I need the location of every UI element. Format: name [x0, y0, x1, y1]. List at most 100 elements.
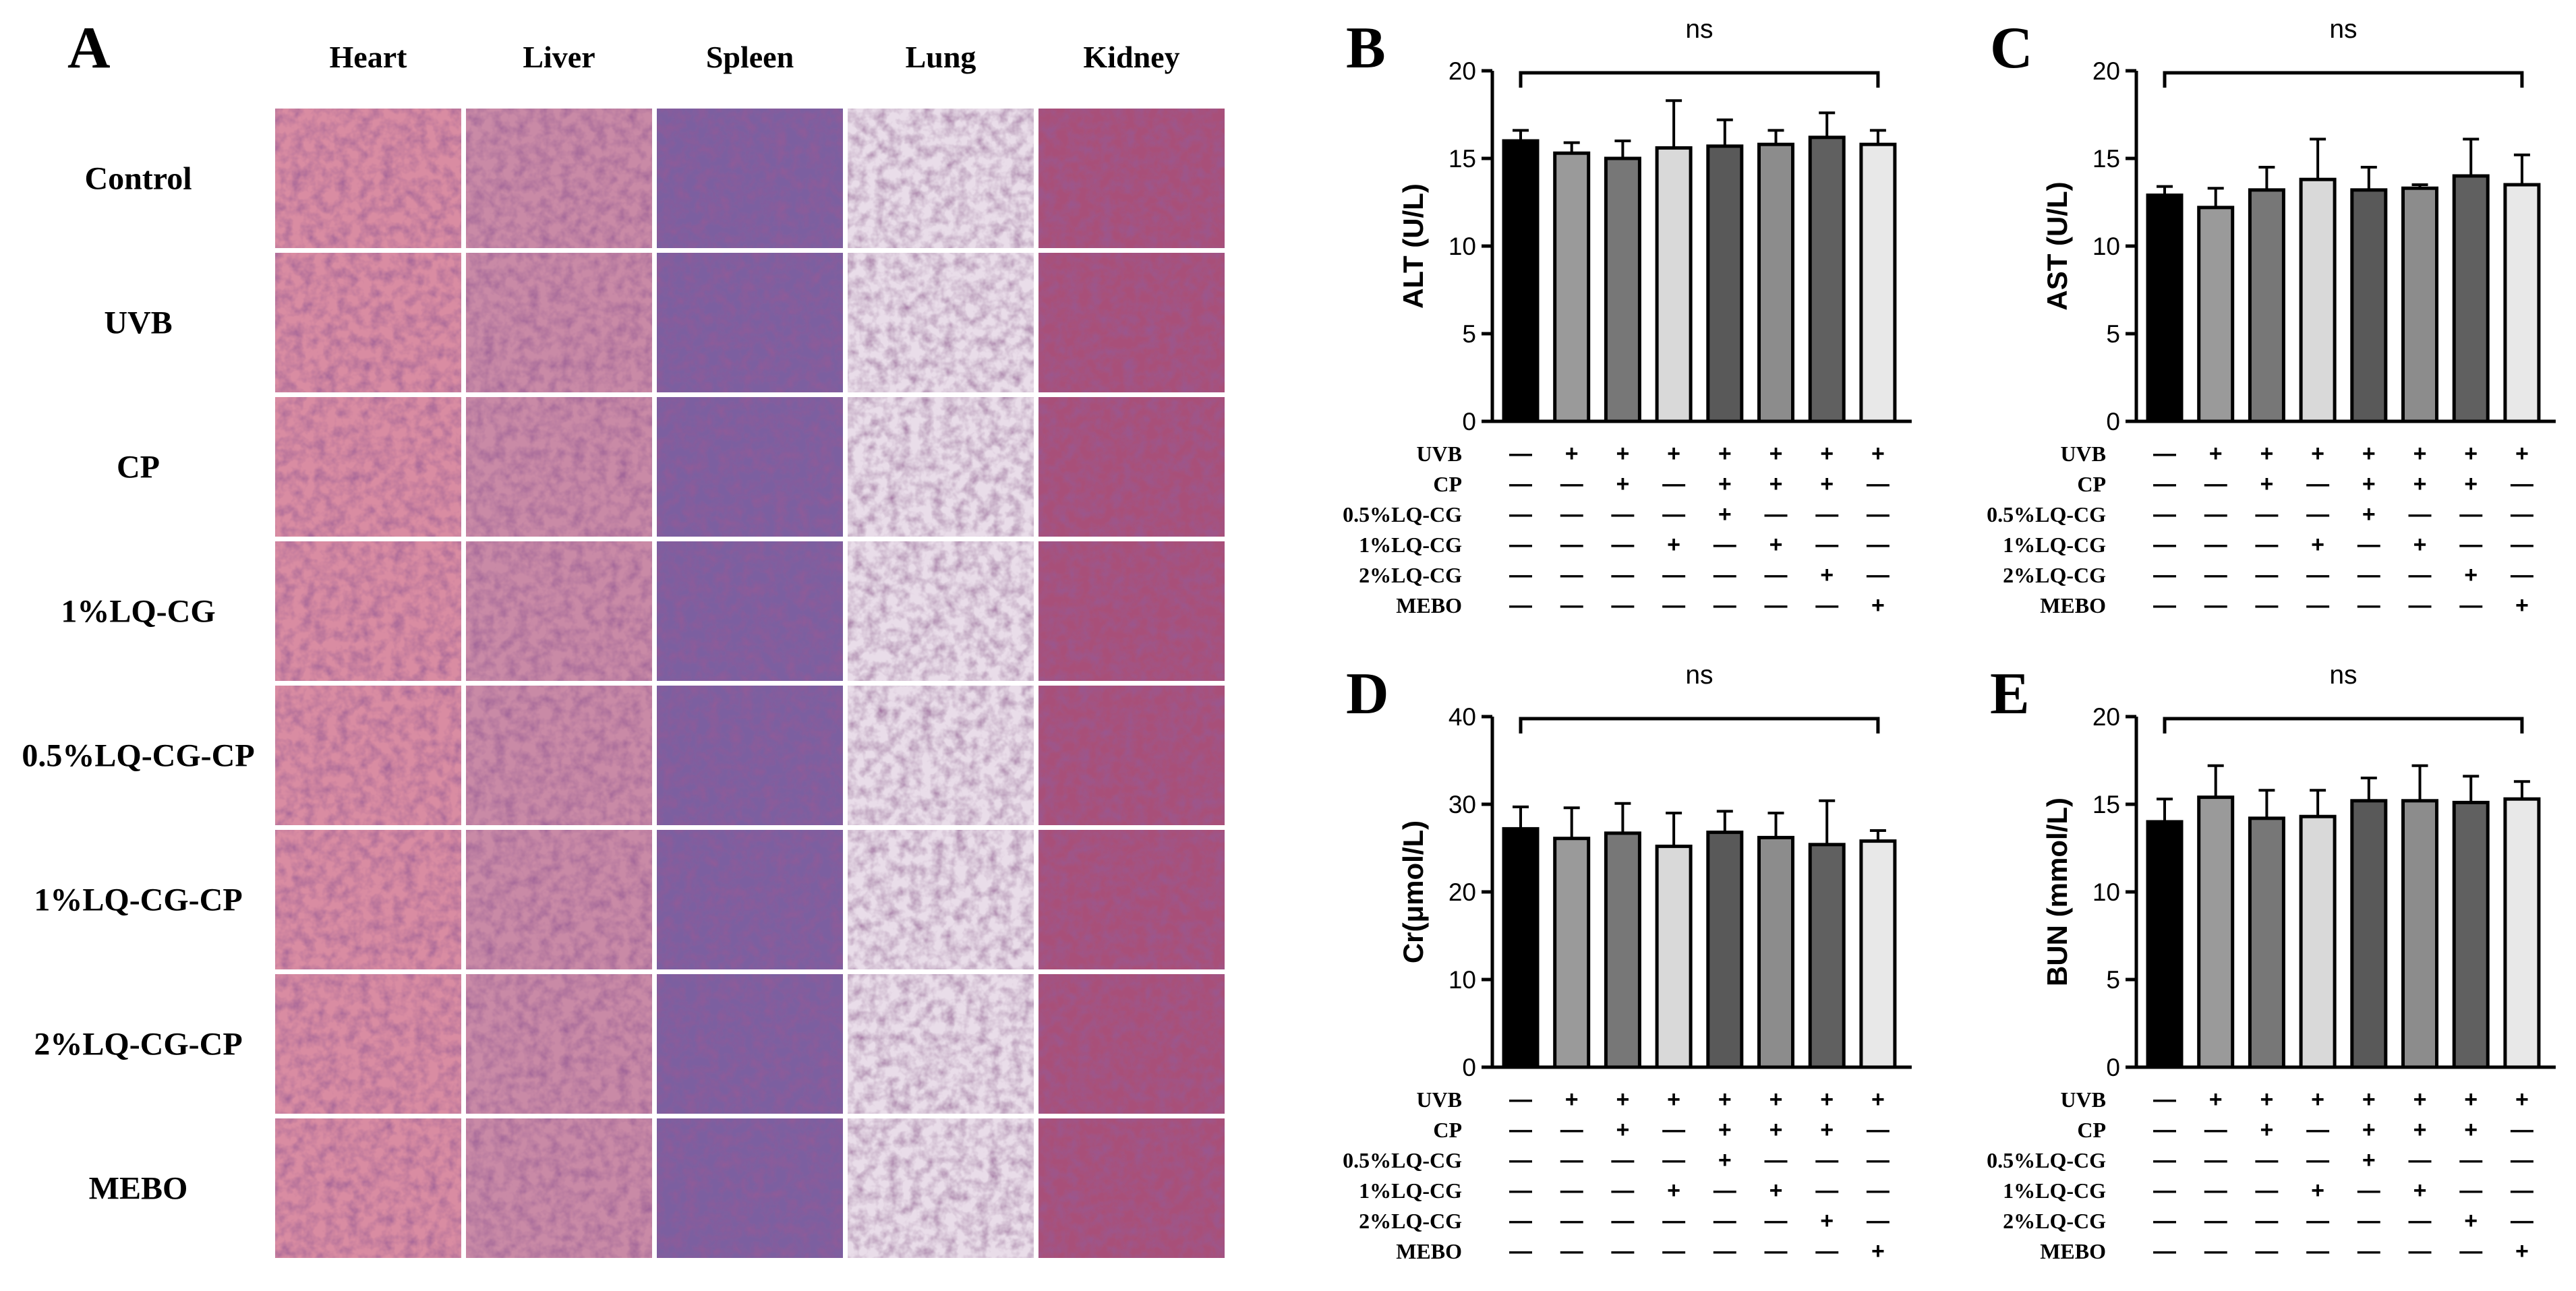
condition-mark: +	[2413, 1117, 2427, 1143]
condition-mark: —	[1867, 502, 1890, 527]
condition-mark: —	[1815, 502, 1838, 527]
condition-mark: +	[2362, 441, 2376, 467]
condition-mark: +	[2311, 532, 2324, 558]
condition-mark: —	[1714, 562, 1736, 588]
histology-image	[466, 253, 652, 392]
condition-mark: —	[2358, 562, 2380, 588]
condition-mark: +	[1820, 1208, 1834, 1234]
condition-mark: +	[2362, 502, 2376, 527]
histology-image	[848, 974, 1034, 1114]
condition-label: CP	[1433, 1118, 1462, 1142]
condition-label: CP	[2077, 472, 2106, 496]
condition-mark: —	[2306, 1147, 2329, 1173]
condition-mark: +	[2362, 471, 2376, 497]
condition-label: MEBO	[1396, 1239, 1462, 1263]
histology-image	[657, 1118, 843, 1258]
row-label: 1%LQ-CG	[61, 594, 215, 630]
condition-mark: —	[1662, 562, 1685, 588]
significance-label: ns	[2329, 661, 2357, 690]
condition-mark: —	[2255, 1238, 2278, 1264]
condition-mark: +	[2311, 1087, 2324, 1112]
condition-mark: —	[2459, 532, 2482, 558]
bar	[2452, 174, 2490, 423]
significance-label: ns	[1685, 15, 1713, 44]
condition-mark: —	[2153, 562, 2176, 588]
bar	[1706, 144, 1744, 423]
condition-mark: —	[1560, 532, 1583, 558]
condition-mark: +	[1871, 441, 1885, 467]
condition-mark: —	[2306, 562, 2329, 588]
condition-mark: —	[1714, 532, 1736, 558]
y-axis-title: BUN (mmol/L)	[2041, 798, 2073, 986]
row-label: Control	[84, 161, 192, 197]
condition-mark: —	[1662, 1208, 1685, 1234]
condition-label: 1%LQ-CG	[2003, 1178, 2106, 1203]
condition-mark: —	[1815, 1147, 1838, 1173]
condition-mark: —	[1560, 1147, 1583, 1173]
bar	[2146, 193, 2184, 423]
condition-mark: +	[1565, 441, 1579, 467]
condition-mark: +	[2515, 1087, 2529, 1112]
condition-label: 2%LQ-CG	[1359, 563, 1462, 587]
condition-mark: —	[2409, 562, 2432, 588]
condition-label: 0.5%LQ-CG	[1343, 502, 1462, 527]
condition-mark: —	[2511, 471, 2534, 497]
column-header: Kidney	[1083, 40, 1179, 74]
histology-image	[1038, 253, 1225, 392]
condition-label: UVB	[1416, 1087, 1462, 1112]
y-tick-label: 10	[1448, 966, 1476, 994]
condition-mark: —	[2511, 1147, 2534, 1173]
significance-bracket	[2163, 717, 2524, 733]
condition-mark: +	[1718, 502, 1732, 527]
condition-mark: +	[1871, 1087, 1885, 1112]
histology-image	[657, 830, 843, 969]
condition-mark: —	[1611, 502, 1634, 527]
bar	[2503, 183, 2541, 423]
condition-mark: +	[1616, 471, 1629, 497]
condition-mark: —	[2204, 502, 2227, 527]
condition-mark: —	[2204, 1178, 2227, 1203]
condition-mark: —	[1765, 1147, 1788, 1173]
condition-mark: —	[1509, 1238, 1532, 1264]
condition-mark: +	[1871, 593, 1885, 618]
panel-label: E	[1990, 661, 2030, 727]
y-tick-label: 5	[2106, 966, 2120, 994]
histology-image	[1038, 974, 1225, 1114]
histology-image	[848, 686, 1034, 825]
condition-mark: —	[1765, 562, 1788, 588]
condition-mark: —	[2204, 532, 2227, 558]
condition-mark: —	[1560, 502, 1583, 527]
condition-mark: +	[2413, 471, 2427, 497]
condition-mark: —	[2511, 1117, 2534, 1143]
column-header: Spleen	[706, 40, 794, 74]
bar	[1553, 837, 1591, 1069]
condition-mark: —	[1509, 1208, 1532, 1234]
histology-image	[848, 541, 1034, 681]
condition-mark: —	[1560, 1117, 1583, 1143]
condition-mark: —	[2459, 1147, 2482, 1173]
y-tick-label: 20	[1448, 57, 1476, 85]
condition-mark: —	[1611, 532, 1634, 558]
y-axis-title: AST (U/L)	[2041, 181, 2073, 310]
y-tick-label: 5	[2106, 320, 2120, 348]
condition-mark: —	[1815, 1178, 1838, 1203]
condition-mark: —	[1509, 502, 1532, 527]
condition-mark: +	[2209, 1087, 2223, 1112]
bar	[2299, 177, 2337, 423]
condition-mark: —	[2153, 1208, 2176, 1234]
condition-mark: —	[2511, 1208, 2534, 1234]
bar	[1808, 136, 1846, 423]
condition-label: MEBO	[2040, 1239, 2106, 1263]
condition-mark: +	[2260, 1117, 2273, 1143]
condition-mark: +	[1769, 1178, 1783, 1203]
condition-mark: +	[1769, 441, 1783, 467]
bar	[2197, 206, 2235, 423]
condition-mark: —	[2306, 1117, 2329, 1143]
condition-mark: —	[1509, 593, 1532, 618]
condition-mark: —	[1560, 562, 1583, 588]
condition-mark: +	[2311, 1178, 2324, 1203]
condition-label: UVB	[2060, 442, 2106, 466]
y-tick-label: 20	[1448, 878, 1476, 906]
condition-mark: +	[1769, 1087, 1783, 1112]
condition-mark: —	[2511, 1178, 2534, 1203]
